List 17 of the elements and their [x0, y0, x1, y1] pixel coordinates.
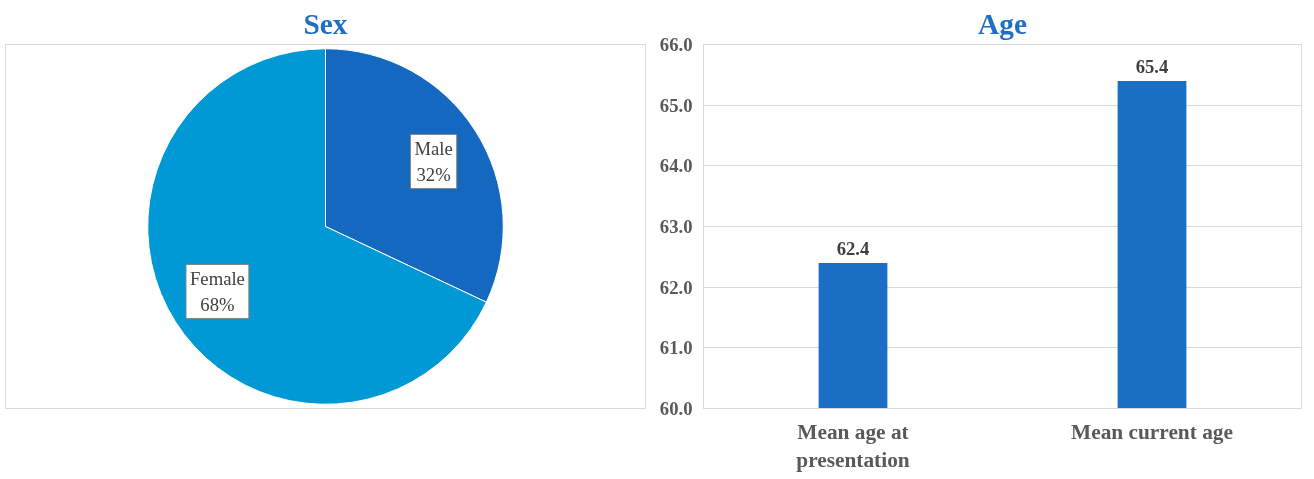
y-tick-label: 63.0: [659, 216, 693, 237]
y-tick-label: 65.0: [659, 94, 693, 116]
data-label: 32%: [416, 163, 451, 185]
chart-title: Age: [978, 7, 1027, 40]
y-tick-label: 62.0: [659, 276, 693, 298]
x-tick-label: Mean age at presentation: [796, 419, 910, 473]
chart-title: Sex: [303, 7, 348, 40]
y-tick-label: 60.0: [659, 398, 693, 419]
slice-label: Male: [414, 138, 453, 160]
data-label: 65.4: [1135, 55, 1169, 77]
data-label: 68%: [200, 293, 235, 315]
y-tick-label: 61.0: [659, 337, 693, 359]
x-tick-label: Mean current age: [1071, 419, 1233, 444]
y-tick-label: 64.0: [659, 155, 693, 177]
y-tick-label: 66.0: [659, 34, 693, 55]
slice-label: Female: [189, 268, 245, 290]
data-label: 62.4: [836, 237, 870, 259]
